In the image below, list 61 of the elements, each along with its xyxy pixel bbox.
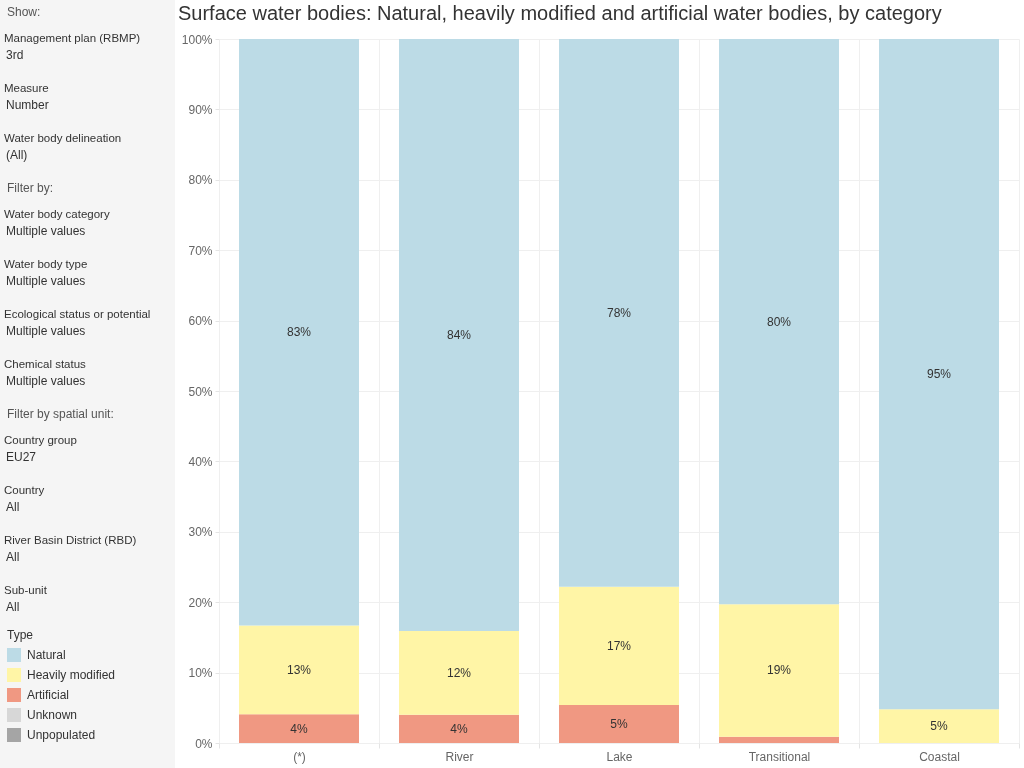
legend-title: Type	[7, 628, 34, 642]
text: River Basin District (RBD)	[4, 533, 137, 548]
y-tick-label: 40%	[188, 454, 213, 469]
data-label: 80%	[766, 314, 792, 329]
text: Multiple values	[6, 323, 86, 339]
x-tick-label: Coastal	[919, 749, 960, 764]
data-label: 4%	[290, 721, 308, 736]
legend-label: Heavily modified	[27, 668, 116, 682]
text: Ecological status or potential	[4, 307, 151, 322]
data-label: 84%	[446, 328, 472, 343]
text: Country	[4, 483, 45, 498]
data-label: 19%	[766, 663, 792, 678]
y-tick-label: 10%	[188, 666, 213, 681]
text: EU27	[6, 449, 37, 465]
data-label: 13%	[286, 662, 312, 677]
legend-label: Unknown	[27, 708, 78, 722]
x-tick-label: (*)	[293, 749, 306, 764]
y-tick-label: 90%	[188, 102, 213, 117]
text: Water body category	[4, 207, 110, 222]
x-tick-label: Transitional	[748, 749, 811, 764]
y-tick-label: 50%	[188, 384, 213, 399]
y-tick-label: 60%	[188, 314, 213, 329]
x-tick-label: River	[445, 749, 474, 764]
data-label: 78%	[606, 305, 632, 320]
text: All	[6, 499, 20, 515]
data-label: 83%	[286, 325, 312, 340]
text: Filter by:	[7, 180, 54, 196]
text: Measure	[4, 81, 49, 96]
text: Management plan (RBMP)	[4, 31, 141, 46]
text: (All)	[6, 147, 28, 163]
text: Chemical status	[4, 357, 86, 372]
text: All	[6, 599, 20, 615]
chart-title: Surface water bodies: Natural, heavily modified and artificial water bodies, by category	[178, 2, 942, 24]
text: 3rd	[6, 47, 24, 63]
x-tick-label: Lake	[606, 749, 633, 764]
text: Filter by spatial unit:	[7, 406, 114, 422]
data-label: 17%	[606, 638, 632, 653]
data-label: 4%	[450, 721, 468, 736]
text: Multiple values	[6, 273, 86, 289]
text: Multiple values	[6, 373, 86, 389]
data-label: 12%	[446, 665, 472, 680]
y-tick-label: 100%	[181, 32, 213, 47]
data-label: 5%	[610, 716, 628, 731]
legend-label: Natural	[27, 648, 66, 662]
y-tick-label: 70%	[188, 243, 213, 258]
y-tick-label: 20%	[188, 595, 213, 610]
text: Show:	[7, 4, 41, 20]
legend-label: Unpopulated	[27, 728, 96, 742]
text: Number	[6, 97, 49, 113]
data-label: 95%	[926, 367, 952, 382]
text: Multiple values	[6, 223, 86, 239]
text: All	[6, 549, 20, 565]
y-tick-label: 0%	[195, 736, 213, 751]
text: Country group	[4, 433, 77, 448]
data-label: 5%	[930, 719, 948, 734]
text: Water body delineation	[4, 131, 122, 146]
y-tick-label: 30%	[188, 525, 213, 540]
text: Water body type	[4, 257, 88, 272]
legend-label: Artificial	[27, 688, 70, 702]
y-tick-label: 80%	[188, 173, 213, 188]
text: Sub-unit	[4, 583, 47, 598]
